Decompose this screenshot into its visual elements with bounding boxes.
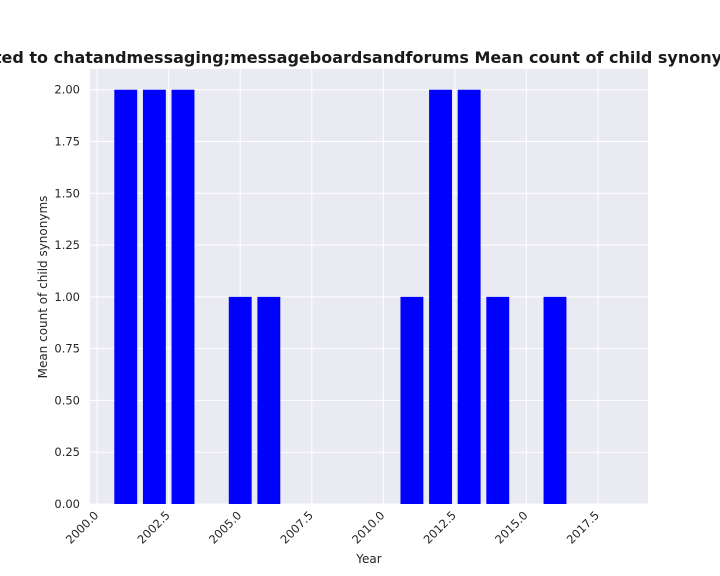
bar-2005	[228, 296, 252, 504]
x-tick-label: 2007.5	[278, 508, 316, 546]
x-tick-label: 2015.0	[492, 508, 530, 546]
chart-title: e related to chatandmessaging;messageboa…	[0, 48, 720, 67]
x-axis-label: Year	[355, 552, 381, 566]
bar-2011	[400, 296, 424, 504]
bar-2003	[171, 89, 195, 504]
bar-2013	[457, 89, 481, 504]
y-tick-label: 0.50	[54, 393, 80, 407]
bar-2012	[429, 89, 452, 504]
x-tick-label: 2005.0	[206, 508, 244, 546]
y-tick-label: 0.25	[54, 445, 80, 459]
x-tick-labels: 2000.0 2002.5 2005.0 2007.5 2010.0 2012.5 2015…	[63, 508, 602, 546]
y-tick-labels: 0.00 0.25 0.50 0.75 1.00 1.25 1.50 1.75 2.00	[54, 83, 80, 511]
y-tick-label: 1.50	[54, 186, 80, 200]
y-tick-label: 1.00	[54, 290, 80, 304]
y-tick-label: 0.00	[54, 497, 80, 511]
y-axis-label: Mean count of child synonyms	[36, 196, 50, 379]
y-tick-label: 2.00	[54, 83, 80, 97]
y-tick-label: 0.75	[54, 342, 80, 356]
bar-2002	[142, 89, 166, 504]
bar-2006	[257, 296, 281, 504]
bars-group	[114, 89, 567, 504]
bar-2001	[114, 89, 138, 504]
y-tick-label: 1.75	[54, 135, 80, 149]
bar-2016	[543, 296, 567, 504]
x-tick-label: 2010.0	[349, 508, 387, 546]
y-tick-label: 1.25	[54, 238, 80, 252]
x-tick-label: 2017.5	[564, 508, 602, 546]
bar-2014	[486, 296, 510, 504]
x-tick-label: 2002.5	[134, 508, 172, 546]
x-tick-label: 2000.0	[63, 508, 101, 546]
x-tick-label: 2012.5	[421, 508, 459, 546]
